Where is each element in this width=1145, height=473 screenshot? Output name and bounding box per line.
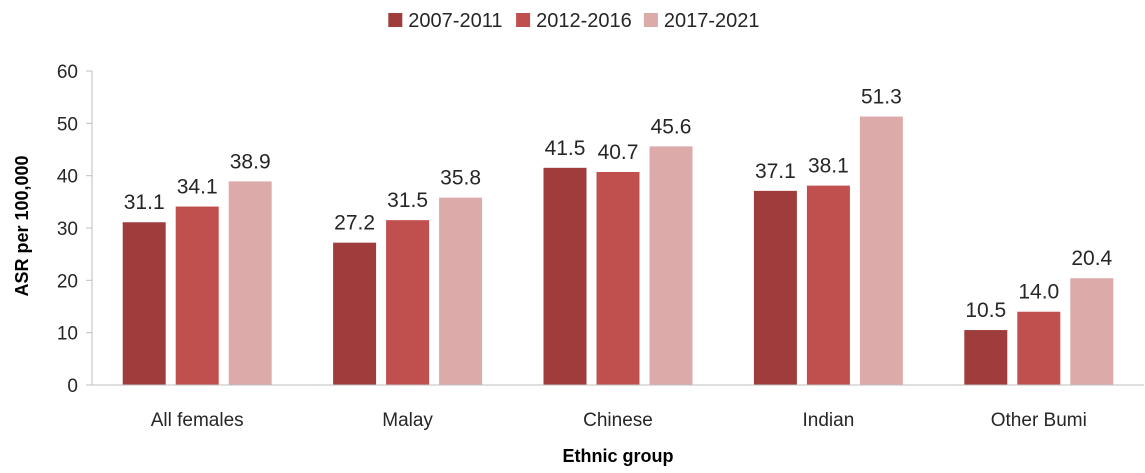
- bar-2007-2011-malay: [333, 242, 377, 385]
- bar-2012-2016-indian: [806, 185, 850, 385]
- bar-2012-2016-chinese: [596, 172, 640, 385]
- data-label: 41.5: [545, 137, 586, 160]
- bar-2012-2016-other-bumi: [1017, 311, 1061, 385]
- legend-swatch: [516, 13, 531, 27]
- legend-item-2017-2021: 2017-2021: [643, 10, 760, 32]
- x-tick-label: Indian: [803, 410, 855, 431]
- bar-2017-2021-malay: [439, 197, 483, 385]
- bar-2017-2021-all-females: [228, 181, 272, 385]
- legend-item-2007-2011: 2007-2011: [388, 10, 502, 32]
- y-tick-label: 50: [57, 114, 78, 135]
- legend-label: 2007-2011: [408, 10, 502, 32]
- x-tick-label: Other Bumi: [991, 410, 1087, 431]
- bar-2012-2016-malay: [386, 220, 430, 385]
- y-tick-label: 30: [57, 219, 78, 240]
- x-axis-title: Ethnic group: [563, 446, 674, 466]
- data-label: 27.2: [334, 212, 375, 235]
- legend-item-2012-2016: 2012-2016: [516, 10, 632, 32]
- data-label: 37.1: [755, 160, 796, 183]
- legend-label: 2012-2016: [536, 10, 632, 32]
- legend-swatch: [388, 13, 403, 27]
- y-tick-label: 10: [57, 324, 78, 345]
- bar-2017-2021-other-bumi: [1070, 278, 1114, 385]
- y-axis-title: ASR per 100,000: [12, 155, 32, 296]
- bar-2007-2011-other-bumi: [964, 330, 1008, 385]
- y-tick-label: 0: [67, 376, 78, 397]
- x-tick-label: Chinese: [583, 410, 653, 431]
- data-label: 40.7: [598, 141, 639, 164]
- x-axis: All females Malay Chinese Indian Other Bumi: [92, 384, 1144, 431]
- data-label: 35.8: [440, 167, 481, 190]
- y-tick-label: 20: [57, 271, 78, 292]
- data-label: 31.5: [387, 189, 428, 212]
- data-label: 20.4: [1071, 247, 1112, 270]
- data-label: 31.1: [124, 191, 165, 214]
- bar-2017-2021-indian: [859, 116, 903, 385]
- bar-2007-2011-all-females: [122, 222, 166, 385]
- legend-swatch: [643, 13, 658, 27]
- data-label: 10.5: [965, 299, 1006, 322]
- y-tick-label: 60: [57, 62, 78, 83]
- y-tick-label: 40: [57, 167, 78, 188]
- x-tick-label: Malay: [382, 410, 433, 431]
- data-label: 14.0: [1018, 281, 1059, 304]
- data-label: 34.1: [177, 176, 218, 199]
- legend: 2007-2011 2012-2016 2017-2021: [388, 10, 760, 32]
- x-tick-label: All females: [151, 410, 244, 431]
- legend-label: 2017-2021: [664, 10, 760, 32]
- bar-2007-2011-indian: [753, 190, 797, 385]
- bar-2012-2016-all-females: [175, 206, 219, 385]
- bar-2007-2011-chinese: [543, 167, 587, 385]
- y-axis: 0 10 20 30 40 50 60: [57, 62, 93, 397]
- data-label: 38.1: [808, 155, 849, 178]
- data-label: 51.3: [861, 86, 902, 109]
- bar-2017-2021-chinese: [649, 146, 693, 385]
- data-label: 38.9: [230, 150, 271, 173]
- bars: 31.1 34.1 38.9 27.2 31.5 35.8 41.5 40.7 45.6 37.1…: [122, 86, 1114, 385]
- data-label: 45.6: [651, 115, 692, 138]
